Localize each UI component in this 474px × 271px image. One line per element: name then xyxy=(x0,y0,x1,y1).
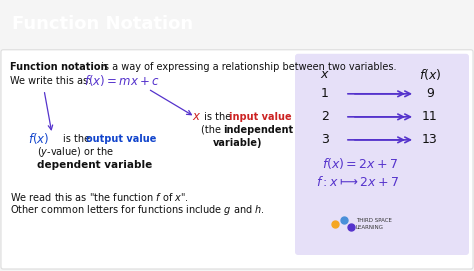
Text: (the: (the xyxy=(201,125,224,135)
Text: $x$: $x$ xyxy=(192,110,201,123)
Text: 11: 11 xyxy=(422,110,438,123)
Text: dependent variable: dependent variable xyxy=(37,160,152,170)
FancyBboxPatch shape xyxy=(1,50,473,269)
Text: 1: 1 xyxy=(321,87,329,100)
Text: We read this as "the function $f$ of $x$".: We read this as "the function $f$ of $x$… xyxy=(10,191,189,203)
Text: $f(x) = 2x + 7$: $f(x) = 2x + 7$ xyxy=(322,156,398,171)
Text: Other common letters for functions include $g$ and $h$.: Other common letters for functions inclu… xyxy=(10,203,265,217)
Text: 3: 3 xyxy=(321,133,329,146)
Text: variable): variable) xyxy=(213,138,263,148)
Text: is the: is the xyxy=(201,112,234,122)
Text: 9: 9 xyxy=(426,87,434,100)
Text: 2: 2 xyxy=(321,110,329,123)
Text: Function Notation: Function Notation xyxy=(12,15,193,33)
Text: $x$: $x$ xyxy=(320,68,330,81)
Text: is a way of expressing a relationship between two variables.: is a way of expressing a relationship be… xyxy=(98,62,396,72)
Text: $f(x)$: $f(x)$ xyxy=(419,67,441,82)
Text: independent: independent xyxy=(223,125,293,135)
Text: 13: 13 xyxy=(422,133,438,146)
Text: $f: x \longmapsto 2x + 7$: $f: x \longmapsto 2x + 7$ xyxy=(316,175,400,189)
Text: $f(x)$: $f(x)$ xyxy=(28,131,49,146)
FancyBboxPatch shape xyxy=(295,54,469,255)
Text: We write this as:: We write this as: xyxy=(10,76,94,86)
Text: ($y$-value) or the: ($y$-value) or the xyxy=(37,145,114,159)
Text: THIRD SPACE
LEARNING: THIRD SPACE LEARNING xyxy=(356,218,392,230)
Text: $f(x) = mx + c$: $f(x) = mx + c$ xyxy=(84,73,160,88)
Text: output value: output value xyxy=(86,134,156,144)
Text: is the: is the xyxy=(63,134,93,144)
Text: Function notation: Function notation xyxy=(10,62,108,72)
Text: input value: input value xyxy=(229,112,292,122)
